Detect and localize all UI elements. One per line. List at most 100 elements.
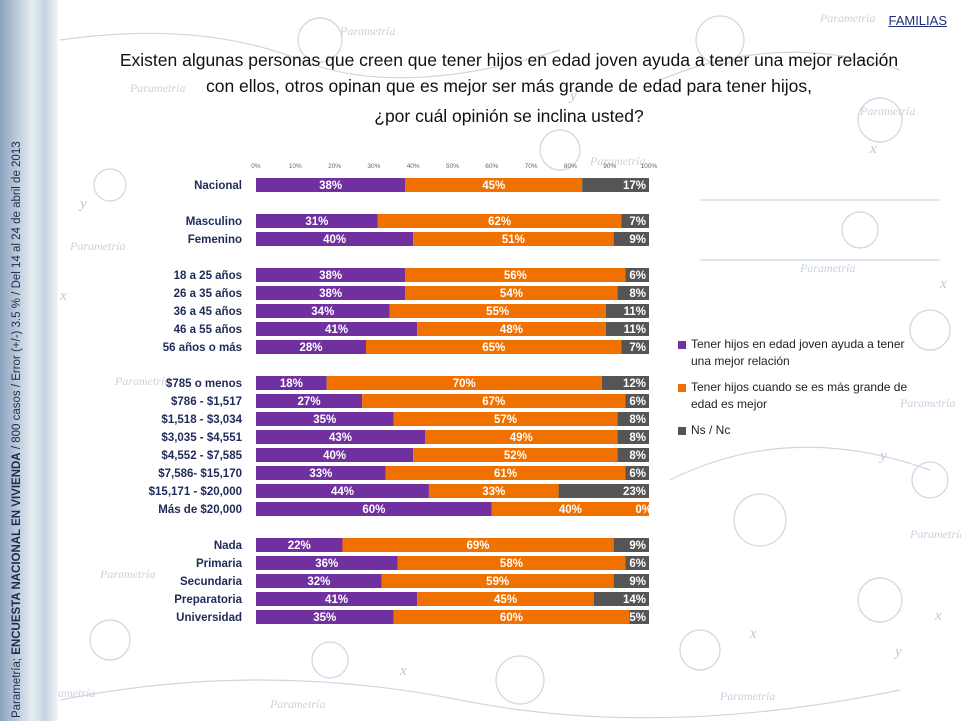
bar-segment [256,448,414,462]
bar-segment [617,286,649,300]
svg-text:Parametría: Parametría [799,261,855,275]
data-label: 48% [500,324,523,336]
bar-segment [625,466,649,480]
bar-segment [617,448,649,462]
svg-text:x: x [934,608,942,624]
bar-segment [256,214,378,228]
svg-text:x: x [749,626,757,642]
data-label: 33% [309,468,332,480]
bar-segment [613,232,649,246]
x-tick-label: 80% [564,163,577,170]
bar-segment [491,502,649,516]
category-label: $4,552 - $7,585 [161,450,242,462]
category-label: Universidad [176,612,242,624]
x-tick-label: 90% [603,163,616,170]
svg-text:x: x [399,663,407,679]
data-label: 8% [629,432,646,444]
data-label: 6% [629,396,646,408]
legend-swatch [678,341,686,349]
data-label: 61% [494,468,517,480]
data-label: 65% [482,342,505,354]
bar-segment [625,556,649,570]
bar-segment [625,394,649,408]
data-label: 43% [329,432,352,444]
bar-segment [593,592,649,606]
bar-segment [256,538,343,552]
x-tick-label: 0% [251,163,261,170]
svg-text:Parametría: Parametría [339,24,395,38]
svg-text:Parametría: Parametría [589,154,645,168]
bar-segment [362,394,626,408]
bar-segment [605,304,649,318]
data-label: 41% [325,594,348,606]
data-label: 58% [500,558,523,570]
category-label: Secundaria [180,576,243,588]
category-label: 56 años o más [163,342,242,354]
bar-segment [405,268,626,282]
bar-segment [617,430,649,444]
x-tick-label: 60% [485,163,498,170]
bar-segment [256,376,327,390]
bar-segment [256,268,406,282]
data-label: 11% [624,324,646,336]
category-label: 18 a 25 años [174,270,242,282]
data-label: 7% [629,342,646,354]
legend-swatch [678,427,686,435]
bar-segment [601,376,649,390]
question-line-2: con ellos, otros opinan que es mejor ser… [205,76,813,96]
bar-segment [256,232,414,246]
category-label: $1,518 - $3,034 [161,414,242,426]
category-label: Nacional [194,180,242,192]
svg-text:Parametría: Parametría [899,396,955,410]
category-label: Preparatoria [174,594,242,606]
svg-text:Parametría: Parametría [99,567,155,581]
svg-text:Parametría: Parametría [69,239,125,253]
data-label: 6% [629,468,646,480]
data-label: 60% [500,612,523,624]
bar-segment [256,502,492,516]
bar-segment [613,574,649,588]
svg-text:x: x [869,141,877,157]
bar-segment [393,610,630,624]
bar-segment [385,466,626,480]
bar-segment [256,466,386,480]
bar-segment [617,412,649,426]
bar-segment [377,214,622,228]
data-label: 40% [323,450,346,462]
data-label: 9% [629,540,646,552]
bar-segment [256,592,418,606]
question-line-1: Existen algunas personas que creen que t… [119,50,899,70]
bar-segment [256,556,398,570]
svg-text:y: y [893,644,902,660]
category-label: Femenino [188,234,242,246]
bar-segment [256,412,394,426]
data-label: 6% [629,558,646,570]
data-label: 57% [494,414,517,426]
data-label: 55% [486,306,509,318]
svg-text:Parametría: Parametría [859,104,915,118]
x-tick-label: 30% [367,163,380,170]
category-label: $3,035 - $4,551 [161,432,242,444]
data-label: 11% [624,306,646,318]
data-label: 9% [629,576,646,588]
data-label: 35% [313,612,336,624]
section-label: FAMILIAS [888,13,947,28]
data-label: 36% [315,558,338,570]
data-label: 54% [500,288,523,300]
bar-segment [413,448,618,462]
data-label: 27% [298,396,321,408]
chart-legend: Tener hijos en edad joven ayuda a tener … [678,336,908,448]
data-label: 33% [482,486,505,498]
x-tick-label: 40% [407,163,420,170]
svg-text:y: y [78,196,87,212]
svg-text:y: y [878,448,887,464]
data-label: 59% [486,576,509,588]
data-label: 7% [629,216,646,228]
data-label: 22% [288,540,311,552]
bar-segment [605,322,649,336]
category-label: Primaria [196,558,243,570]
bar-segment [256,430,425,444]
category-label: $786 - $1,517 [171,396,242,408]
bar-segment [413,232,614,246]
svg-text:Parametría: Parametría [114,374,170,388]
